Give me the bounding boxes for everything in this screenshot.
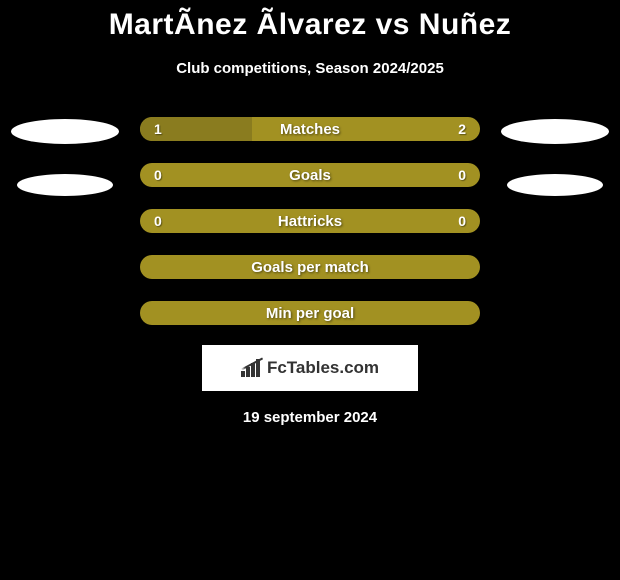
subtitle: Club competitions, Season 2024/2025 [0,60,620,77]
stat-left-value: 0 [154,213,162,229]
stat-right-value: 0 [458,167,466,183]
stat-label: Matches [280,121,340,138]
stat-left-value: 1 [154,121,162,137]
header: MartÃ­nez Ãlvarez vs Nuñez Club competit… [0,0,620,77]
logo-box: FcTables.com [202,345,418,391]
stat-bar-goals: 0 Goals 0 [140,163,480,187]
footer-date: 19 september 2024 [0,409,620,426]
player-left-placeholder-2 [17,174,113,196]
page-title: MartÃ­nez Ãlvarez vs Nuñez [0,8,620,42]
stat-right-value: 0 [458,213,466,229]
logo-text: FcTables.com [267,358,379,378]
stat-label: Hattricks [278,213,342,230]
stat-bar-goals-per-match: Goals per match [140,255,480,279]
stat-bar-matches: 1 Matches 2 [140,117,480,141]
player-right-column [500,117,610,196]
stats-bars: 1 Matches 2 0 Goals 0 0 Hattricks 0 Goal… [140,117,480,325]
logo-chart-icon [241,359,263,377]
stat-left-value: 0 [154,167,162,183]
stat-bar-hattricks: 0 Hattricks 0 [140,209,480,233]
stat-label: Goals [289,167,331,184]
stat-label: Goals per match [251,259,369,276]
player-left-placeholder-1 [11,119,119,144]
stat-right-value: 2 [458,121,466,137]
player-left-column [10,117,120,196]
player-right-placeholder-1 [501,119,609,144]
comparison-area: 1 Matches 2 0 Goals 0 0 Hattricks 0 Goal… [0,117,620,325]
player-right-placeholder-2 [507,174,603,196]
stat-label: Min per goal [266,305,354,322]
stat-bar-min-per-goal: Min per goal [140,301,480,325]
